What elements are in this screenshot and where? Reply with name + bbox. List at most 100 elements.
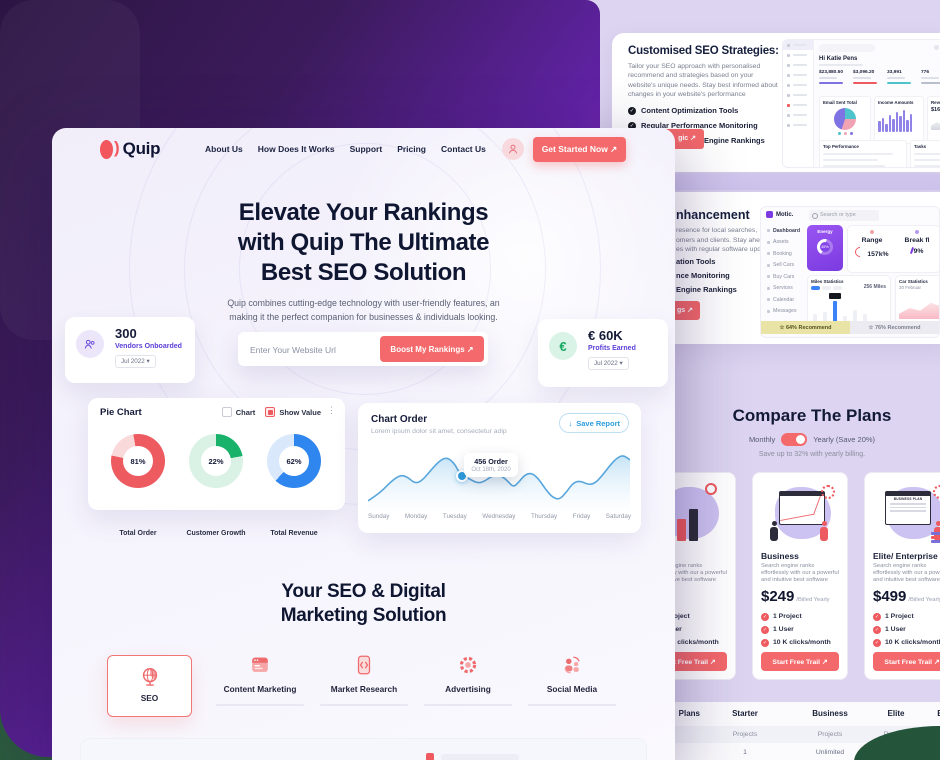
sidebar-row-bar xyxy=(793,54,807,56)
sidebar-item-messages[interactable]: Messages xyxy=(761,306,803,318)
income-card: Income Amounts xyxy=(874,96,924,144)
plan-title: Business xyxy=(761,551,799,561)
donut-customer-growth: 22% xyxy=(189,434,243,488)
show-value-checkbox[interactable]: Show Value xyxy=(265,407,321,417)
boost-rankings-button[interactable]: Boost My Rankings ↗ xyxy=(380,336,484,362)
checkbox-checked-icon xyxy=(265,407,276,417)
income-bar xyxy=(881,117,884,132)
check-icon: ✓ xyxy=(761,625,769,634)
miles-bar xyxy=(823,311,827,326)
toggle-knob xyxy=(796,435,806,444)
search-bar-skeleton[interactable] xyxy=(819,44,875,52)
sidebar-row-skeleton[interactable] xyxy=(783,50,813,60)
sidebar-row-skeleton[interactable] xyxy=(783,40,813,50)
nav-item-support[interactable]: Support xyxy=(349,144,383,154)
sidebar-row-skeleton[interactable] xyxy=(783,70,813,80)
hero-subtitle: Quip combines cutting-edge technology wi… xyxy=(52,296,675,324)
start-free-trail-button[interactable]: Start Free Trail ↗ xyxy=(873,652,940,671)
bar-tooltip-chip xyxy=(829,293,841,300)
top-performance-title: Top Performance xyxy=(823,144,859,149)
start-free-trail-button[interactable]: Start Free Trail ↗ xyxy=(761,652,839,671)
hero-title-line: Elevate Your Rankings xyxy=(238,199,489,226)
account-avatar[interactable] xyxy=(502,138,524,160)
sidebar-row-bar xyxy=(793,74,807,76)
nav-item-contact-us[interactable]: Contact Us xyxy=(441,144,486,154)
brake-label: Break fl xyxy=(904,237,930,244)
sidebar-row-skeleton[interactable] xyxy=(783,60,813,70)
revenue-card: Revenue $165,790.2 xyxy=(927,96,940,144)
book xyxy=(931,536,940,539)
feature-label: 1 Project xyxy=(885,613,914,620)
profits-stat-card: € € 60K Profits Earned Jul 2022 ▾ xyxy=(538,319,668,387)
dashboard-search-input[interactable]: Search or type xyxy=(809,210,879,221)
day-label: Thursday xyxy=(530,513,558,520)
range-value: 157k% xyxy=(850,244,894,260)
skeleton-line xyxy=(914,165,940,167)
sidebar-item-booking[interactable]: Booking xyxy=(761,248,803,260)
sidebar-item-dashboard[interactable]: Dashboard xyxy=(761,225,803,237)
sidebar-row-skeleton[interactable] xyxy=(783,120,813,130)
kebab-menu-icon[interactable]: ⋮ xyxy=(327,405,336,415)
mini-search-pill[interactable] xyxy=(441,754,519,760)
sidebar-item-icon xyxy=(767,252,770,256)
feature-row: ✓ 1 Project xyxy=(761,610,839,623)
skeleton-line xyxy=(823,165,885,167)
check-icon: ✓ xyxy=(873,638,881,647)
income-title: Income Amounts xyxy=(878,100,914,105)
miles-filter-pills[interactable] xyxy=(811,286,887,290)
sidebar-item-buy-cars[interactable]: Buy Cars xyxy=(761,271,803,283)
sidebar-row-skeleton[interactable] xyxy=(783,80,813,90)
tab-social-media[interactable]: Social Media xyxy=(520,652,624,706)
book xyxy=(931,540,940,543)
plan-card-elite-enterprise: BUSINESS PLAN Elite/ Enterprise Search eng… xyxy=(864,472,940,680)
chart-checkbox[interactable]: Chart xyxy=(221,407,255,417)
day-label: Sunday xyxy=(368,513,390,520)
tooltip-date: Oct 18th, 2020 xyxy=(471,467,511,473)
get-started-button[interactable]: Get Started Now ↗ xyxy=(533,137,626,162)
recommend-badge: ☆ 76% Recommend xyxy=(850,321,939,334)
tab-seo[interactable]: SEO xyxy=(107,655,192,717)
sidebar-item-label: Booking xyxy=(773,250,792,257)
energy-card: Energy 45% xyxy=(807,225,843,271)
donut-value: 81% xyxy=(123,446,153,476)
sidebar-row-skeleton[interactable] xyxy=(783,100,813,110)
stat-chip-line xyxy=(887,81,911,84)
skeleton-line xyxy=(914,159,940,161)
tab-advertising[interactable]: Advertising xyxy=(416,652,520,706)
table-header-enterprise: Enterprise xyxy=(937,709,940,718)
miles-bar xyxy=(829,293,841,326)
check-icon: ✓ xyxy=(761,638,769,647)
nav-item-pricing[interactable]: Pricing xyxy=(397,144,426,154)
tab-market-research[interactable]: Market Research xyxy=(312,652,416,706)
plan-card-business: Business Search engine ranks effortlessly… xyxy=(752,472,848,680)
sidebar-item-assets[interactable]: Assets xyxy=(761,237,803,249)
sidebar-row-icon xyxy=(787,113,790,117)
sidebar-item-sell-cars[interactable]: Sell Cars xyxy=(761,260,803,272)
notification-icon[interactable] xyxy=(934,45,939,50)
vendors-period-dropdown[interactable]: Jul 2022 ▾ xyxy=(115,355,156,368)
nav-item-about-us[interactable]: About Us xyxy=(205,144,243,154)
skeleton-line xyxy=(823,159,878,161)
feature-label: 1 User xyxy=(885,626,906,633)
quip-logo[interactable]: ) Quip xyxy=(100,136,160,162)
person-figure xyxy=(819,521,829,543)
save-report-button[interactable]: ↓ Save Report xyxy=(559,413,629,433)
feature-label: 10 K clicks/month xyxy=(773,639,831,646)
sidebar-item-calendar[interactable]: Calendar xyxy=(761,294,803,306)
tab-content-marketing[interactable]: Content Marketing xyxy=(208,652,312,706)
body-line-fragment: es with regular software updates xyxy=(676,246,774,253)
sidebar-item-services[interactable]: Services xyxy=(761,283,803,295)
billing-toggle[interactable] xyxy=(781,433,808,446)
sidebar-row-skeleton[interactable] xyxy=(783,110,813,120)
hero-title: Elevate Your Rankings with Quip The Ultim… xyxy=(52,198,675,288)
profits-period-dropdown[interactable]: Jul 2022 ▾ xyxy=(588,357,629,370)
miles-bar xyxy=(813,314,817,326)
nav-item-how-does-it-works[interactable]: How Does It Works xyxy=(257,144,335,154)
day-axis-labels: Sunday Monday Tuesday Wednesday Thursday Frid… xyxy=(368,513,631,520)
sidebar-row-bar xyxy=(793,114,807,116)
donut-caption: Customer Growth xyxy=(186,530,246,537)
website-url-input[interactable] xyxy=(238,332,392,368)
figure-head xyxy=(771,521,777,526)
gear-shape xyxy=(821,485,835,499)
sidebar-row-skeleton[interactable] xyxy=(783,90,813,100)
